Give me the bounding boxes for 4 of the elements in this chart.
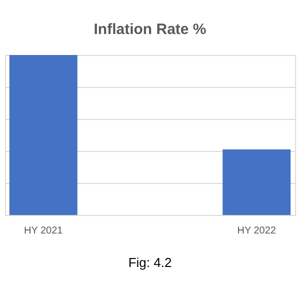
x-tick-label: HY 2022 (237, 226, 276, 236)
x-tick-label: HY 2021 (24, 226, 64, 236)
chart-title: Inflation Rate % (94, 21, 206, 38)
text: Fig: 4.2 (128, 255, 172, 270)
